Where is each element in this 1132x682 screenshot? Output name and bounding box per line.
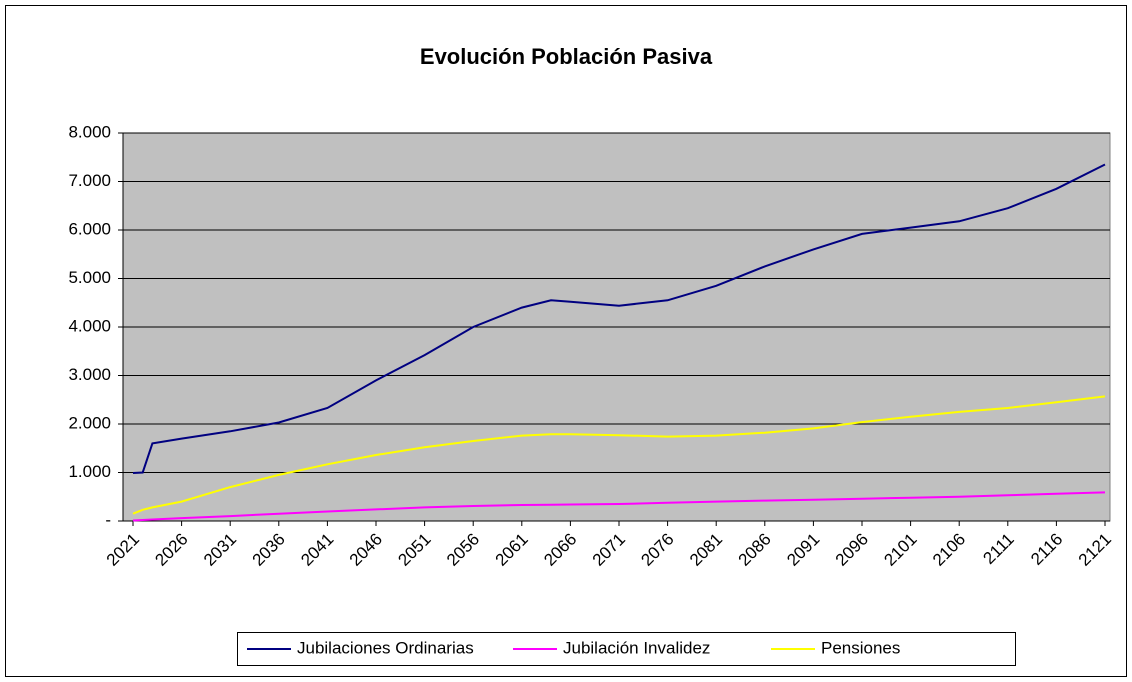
legend: Jubilaciones Ordinarias Jubilación Invali… bbox=[237, 632, 1016, 666]
y-tick-label: 5.000 bbox=[68, 268, 111, 287]
legend-label: Pensiones bbox=[821, 638, 900, 657]
legend-box bbox=[237, 632, 1016, 666]
legend-label: Jubilaciones Ordinarias bbox=[297, 638, 474, 657]
series-line bbox=[132, 491, 1106, 522]
y-tick-label: 7.000 bbox=[68, 171, 111, 190]
y-tick-label: 1.000 bbox=[68, 462, 111, 481]
y-tick-label: 2.000 bbox=[68, 413, 111, 432]
chart-title: Evolución Población Pasiva bbox=[420, 44, 713, 69]
y-tick-label: - bbox=[105, 510, 111, 529]
y-tick-label: 6.000 bbox=[68, 219, 111, 238]
series-line bbox=[132, 163, 1106, 474]
y-tick-label: 3.000 bbox=[68, 365, 111, 384]
legend-label: Jubilación Invalidez bbox=[563, 638, 710, 657]
y-tick-label: 4.000 bbox=[68, 316, 111, 335]
series-line bbox=[132, 395, 1106, 515]
y-tick-label: 8.000 bbox=[68, 122, 111, 141]
